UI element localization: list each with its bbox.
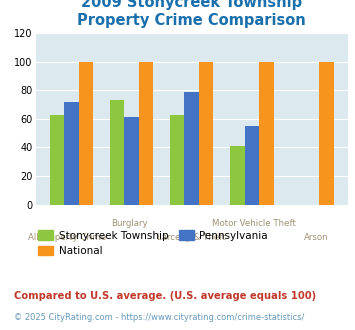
Bar: [78, 62, 93, 205]
Bar: [319, 62, 334, 205]
Text: Larceny & Theft: Larceny & Theft: [157, 233, 226, 242]
Bar: [259, 62, 274, 205]
Text: © 2025 CityRating.com - https://www.cityrating.com/crime-statistics/: © 2025 CityRating.com - https://www.city…: [14, 313, 305, 322]
Bar: [185, 92, 199, 205]
Title: 2009 Stonycreek Township
Property Crime Comparison: 2009 Stonycreek Township Property Crime …: [77, 0, 306, 28]
Bar: [245, 126, 259, 205]
Text: Burglary: Burglary: [111, 219, 148, 228]
Bar: [50, 115, 64, 205]
Text: Compared to U.S. average. (U.S. average equals 100): Compared to U.S. average. (U.S. average …: [14, 291, 316, 301]
Bar: [170, 115, 185, 205]
Bar: [124, 117, 139, 205]
Text: All Property Crime: All Property Crime: [28, 233, 106, 242]
Text: Motor Vehicle Theft: Motor Vehicle Theft: [212, 219, 296, 228]
Bar: [64, 102, 78, 205]
Bar: [110, 100, 124, 205]
Bar: [139, 62, 153, 205]
Bar: [230, 146, 245, 205]
Legend: Stonycreek Township, National, Pennsylvania: Stonycreek Township, National, Pennsylva…: [34, 226, 272, 260]
Bar: [199, 62, 213, 205]
Text: Arson: Arson: [304, 233, 329, 242]
